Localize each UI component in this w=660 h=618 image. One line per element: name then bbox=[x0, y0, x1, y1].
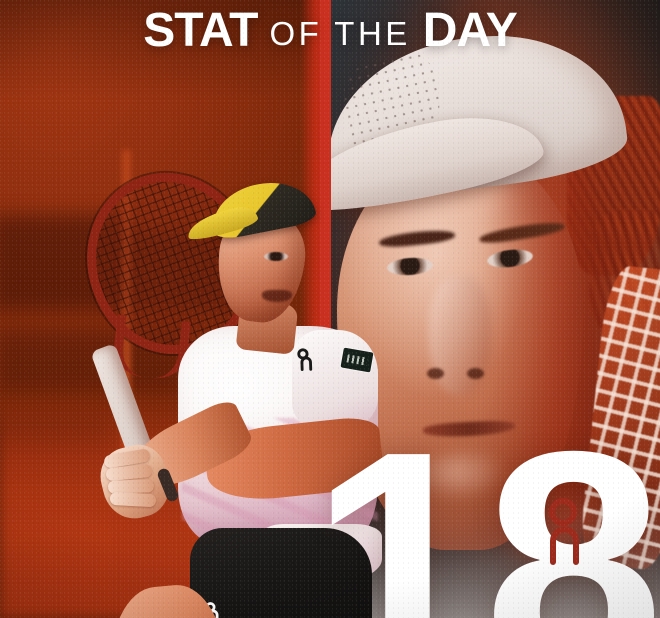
panel-seam-line bbox=[320, 0, 331, 618]
player-eye bbox=[264, 252, 288, 261]
player-cutout bbox=[61, 149, 386, 618]
title-word-the: THE bbox=[334, 14, 411, 52]
title-word-day: DAY bbox=[422, 4, 518, 57]
title-word-stat: STAT bbox=[143, 4, 258, 57]
portrait-bottom-fade bbox=[331, 488, 660, 618]
black-shorts bbox=[190, 528, 372, 618]
title-word-of: OF bbox=[269, 14, 323, 52]
fingers bbox=[103, 448, 166, 510]
on-running-logo-shirt bbox=[294, 346, 321, 373]
page-title: STAT OF THE DAY bbox=[0, 0, 660, 62]
stat-value: 18 bbox=[309, 384, 660, 618]
right-panel-portrait-shot bbox=[331, 0, 660, 618]
shirt-sleeve bbox=[292, 330, 378, 426]
player-mouth bbox=[262, 290, 292, 302]
on-running-logo-number bbox=[536, 494, 596, 568]
nostril-right bbox=[467, 368, 484, 379]
nostril-left bbox=[427, 368, 444, 379]
